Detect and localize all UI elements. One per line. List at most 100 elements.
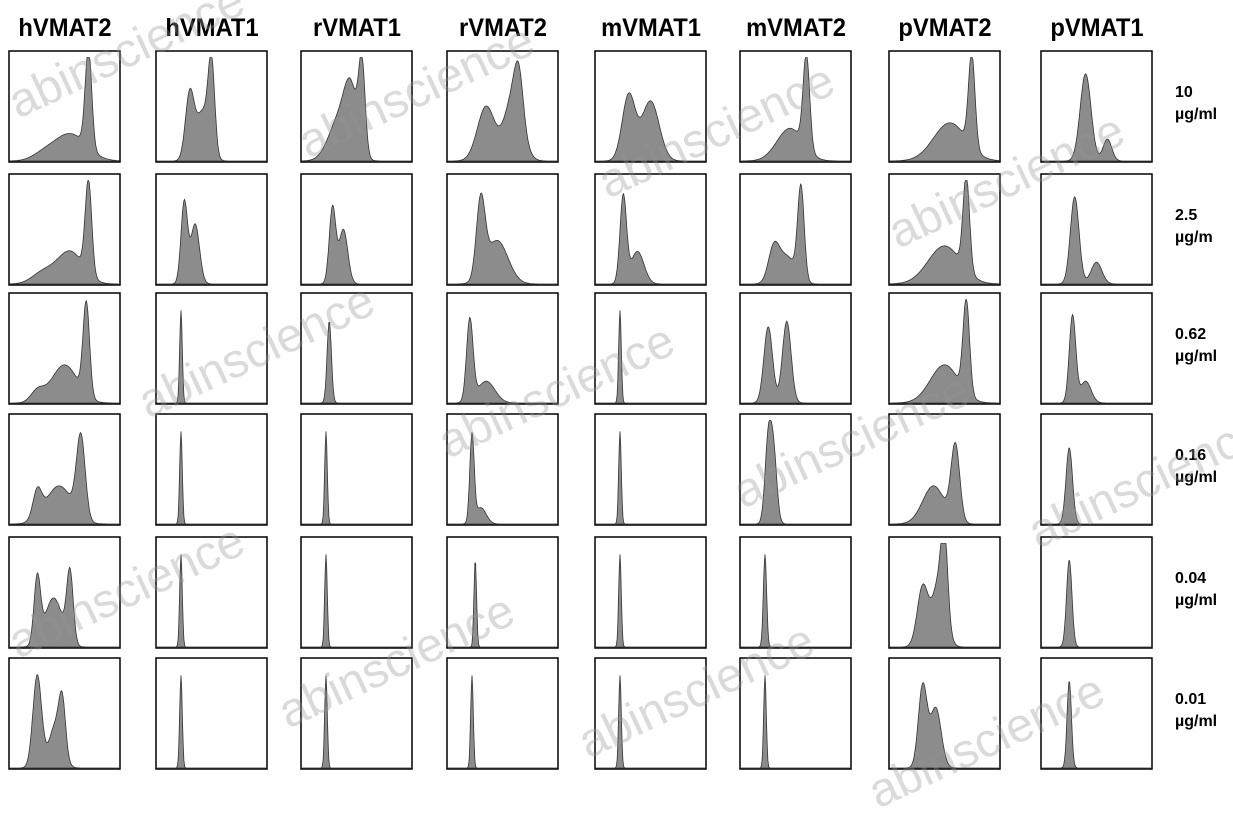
histogram-panel: [739, 173, 852, 286]
histogram-area: [10, 566, 119, 648]
histogram-area: [596, 431, 705, 525]
histogram-panel: [446, 173, 559, 286]
panel-frame: [155, 292, 268, 405]
panel-frame: [1040, 657, 1153, 770]
histogram-panel: [594, 173, 707, 286]
histogram-panel: [739, 413, 852, 526]
histogram-area: [448, 675, 557, 769]
panel-frame: [1040, 292, 1153, 405]
histogram-area: [1042, 681, 1151, 769]
histogram-area: [448, 562, 557, 648]
histogram-area: [889, 180, 1000, 285]
panel-frame: [1040, 536, 1153, 649]
histogram-panel: [888, 413, 1001, 526]
histogram-area: [157, 675, 266, 769]
histogram-panel: [300, 50, 413, 163]
histogram-panel: [8, 536, 121, 649]
histogram-panel: [155, 173, 268, 286]
histogram-panel: [300, 292, 413, 405]
row-label-value: 0.01: [1175, 691, 1207, 708]
panel-frame: [594, 657, 707, 770]
panel-frame: [739, 413, 852, 526]
histogram-area: [741, 554, 850, 648]
histogram-area: [596, 92, 705, 162]
histogram-panel: [8, 173, 121, 286]
histogram-area: [448, 192, 557, 285]
histogram-panel: [446, 292, 559, 405]
row-label-unit: µg/ml: [1175, 469, 1218, 486]
histogram-panel: [8, 292, 121, 405]
histogram-area: [890, 543, 999, 648]
panel-frame: [739, 536, 852, 649]
histogram-panel: [739, 50, 852, 163]
histogram-panel: [446, 50, 559, 163]
histogram-panel: [1040, 173, 1153, 286]
histogram-area: [1042, 313, 1151, 404]
histogram-area: [741, 57, 850, 162]
panel-frame: [446, 657, 559, 770]
row-label: 2.5 µg/m: [1175, 205, 1213, 249]
histogram-panel: [739, 657, 852, 770]
panel-frame: [739, 657, 852, 770]
column-title: hVMAT1: [164, 14, 259, 42]
histogram-area: [10, 431, 119, 525]
row-label-unit: µg/m: [1175, 229, 1213, 246]
histogram-panel: [1040, 292, 1153, 405]
row-label-unit: µg/ml: [1175, 592, 1218, 609]
histogram-panel: [888, 173, 1001, 286]
histogram-area: [157, 554, 266, 648]
histogram-area: [1042, 560, 1151, 648]
row-label-value: 10: [1175, 84, 1193, 101]
histogram-area: [9, 180, 119, 285]
panel-frame: [446, 413, 559, 526]
histogram-panel: [8, 657, 121, 770]
panel-frame: [300, 413, 413, 526]
histogram-panel: [8, 50, 121, 163]
histogram-panel: [1040, 413, 1153, 526]
panel-frame: [155, 657, 268, 770]
histogram-area: [302, 675, 411, 769]
histogram-area: [596, 310, 705, 404]
histogram-area: [1042, 447, 1151, 525]
histogram-area: [596, 192, 705, 285]
panel-frame: [594, 536, 707, 649]
histogram-panel: [155, 536, 268, 649]
histogram-area: [157, 57, 266, 162]
histogram-panel: [155, 657, 268, 770]
histogram-panel: [155, 413, 268, 526]
histogram-panel: [446, 536, 559, 649]
histogram-panel: [594, 657, 707, 770]
histogram-area: [9, 57, 120, 162]
row-label-value: 0.04: [1175, 570, 1207, 587]
histogram-area: [302, 322, 411, 404]
histogram-panel: [888, 536, 1001, 649]
histogram-panel: [1040, 50, 1153, 163]
histogram-panel: [155, 50, 268, 163]
row-label: 0.04 µg/ml: [1175, 568, 1217, 612]
histogram-panel: [1040, 536, 1153, 649]
row-label: 10 µg/ml: [1175, 82, 1217, 126]
histogram-area: [890, 441, 999, 525]
panel-frame: [300, 173, 413, 286]
panel-frame: [594, 173, 707, 286]
histogram-area: [448, 432, 557, 525]
column-title: mVMAT1: [600, 14, 701, 42]
row-label-value: 2.5: [1175, 207, 1198, 224]
column-title: pVMAT2: [897, 14, 992, 42]
panel-frame: [155, 173, 268, 286]
panel-frame: [594, 413, 707, 526]
histogram-panel: [739, 536, 852, 649]
histogram-area: [10, 299, 119, 404]
histogram-panel: [300, 413, 413, 526]
histogram-area: [890, 298, 999, 404]
histogram-area: [890, 682, 999, 769]
histogram-area: [302, 431, 411, 525]
column-title: hVMAT2: [17, 14, 112, 42]
column-title: mVMAT2: [745, 14, 846, 42]
histogram-panel: [888, 657, 1001, 770]
histogram-area: [741, 675, 850, 769]
row-label: 0.01 µg/ml: [1175, 689, 1217, 733]
histogram-area: [302, 554, 411, 648]
row-label: 0.16 µg/ml: [1175, 445, 1217, 489]
panel-frame: [739, 292, 852, 405]
